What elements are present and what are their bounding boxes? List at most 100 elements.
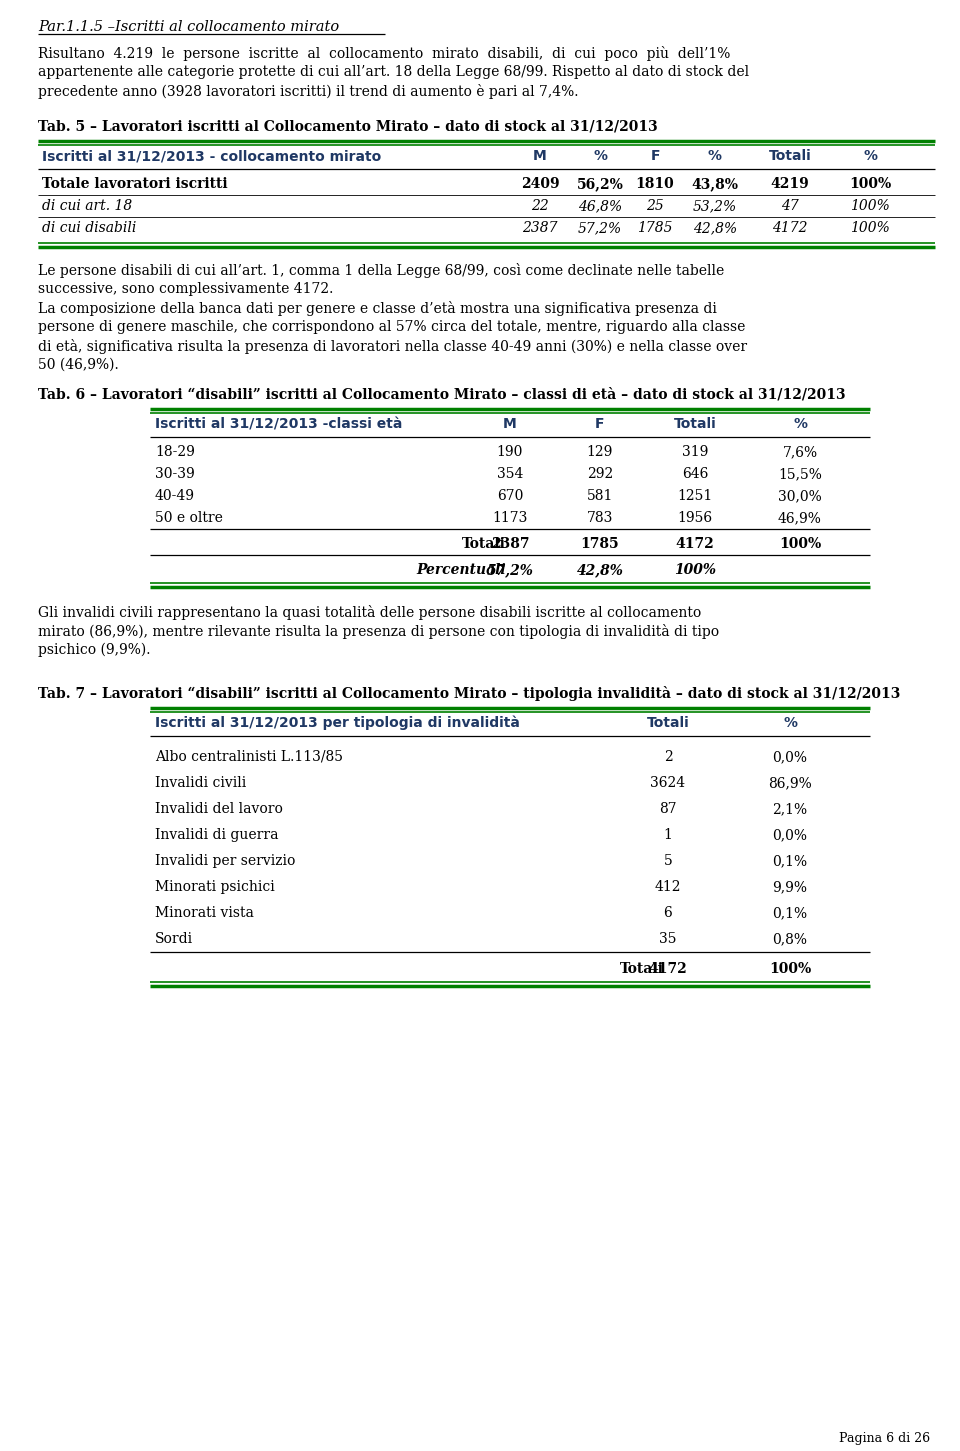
Text: Totali: Totali: [462, 537, 506, 551]
Text: 0,8%: 0,8%: [773, 932, 807, 946]
Text: 46,9%: 46,9%: [778, 511, 822, 525]
Text: Risultano  4.219  le  persone  iscritte  al  collocamento  mirato  disabili,  di: Risultano 4.219 le persone iscritte al c…: [38, 46, 731, 61]
Text: 129: 129: [587, 445, 613, 459]
Text: 42,8%: 42,8%: [693, 221, 737, 235]
Text: 0,1%: 0,1%: [773, 855, 807, 868]
Text: Invalidi di guerra: Invalidi di guerra: [155, 829, 278, 842]
Text: M: M: [533, 149, 547, 163]
Text: 7,6%: 7,6%: [782, 445, 818, 459]
Text: 100%: 100%: [769, 962, 811, 977]
Text: Tab. 5 – Lavoratori iscritti al Collocamento Mirato – dato di stock al 31/12/201: Tab. 5 – Lavoratori iscritti al Collocam…: [38, 119, 658, 133]
Text: 2,1%: 2,1%: [773, 802, 807, 815]
Text: Iscritti al 31/12/2013 - collocamento mirato: Iscritti al 31/12/2013 - collocamento mi…: [42, 149, 381, 163]
Text: 3624: 3624: [651, 776, 685, 789]
Text: Totale lavoratori iscritti: Totale lavoratori iscritti: [42, 177, 228, 192]
Text: 1: 1: [663, 829, 672, 842]
Text: di età, significativa risulta la presenza di lavoratori nella classe 40-49 anni : di età, significativa risulta la presenz…: [38, 340, 747, 354]
Text: 0,1%: 0,1%: [773, 905, 807, 920]
Text: %: %: [793, 416, 807, 431]
Text: Totali: Totali: [620, 962, 664, 977]
Text: 30,0%: 30,0%: [779, 489, 822, 503]
Text: di cui art. 18: di cui art. 18: [42, 199, 132, 213]
Text: 50 e oltre: 50 e oltre: [155, 511, 223, 525]
Text: 100%: 100%: [849, 177, 891, 192]
Text: Minorati psichici: Minorati psichici: [155, 879, 275, 894]
Text: Percentuali: Percentuali: [417, 563, 506, 577]
Text: 1785: 1785: [581, 537, 619, 551]
Text: Tab. 7 – Lavoratori “disabili” iscritti al Collocamento Mirato – tipologia inval: Tab. 7 – Lavoratori “disabili” iscritti …: [38, 686, 900, 701]
Text: 87: 87: [660, 802, 677, 815]
Text: 354: 354: [497, 467, 523, 480]
Text: 2: 2: [663, 750, 672, 765]
Text: %: %: [783, 715, 797, 730]
Text: 18-29: 18-29: [155, 445, 195, 459]
Text: 22: 22: [531, 199, 549, 213]
Text: Totali: Totali: [769, 149, 811, 163]
Text: F: F: [595, 416, 605, 431]
Text: precedente anno (3928 lavoratori iscritti) il trend di aumento è pari al 7,4%.: precedente anno (3928 lavoratori iscritt…: [38, 84, 579, 99]
Text: Le persone disabili di cui all’art. 1, comma 1 della Legge 68/99, così come decl: Le persone disabili di cui all’art. 1, c…: [38, 263, 724, 279]
Text: Pagina 6 di 26: Pagina 6 di 26: [839, 1432, 930, 1445]
Text: 57,2%: 57,2%: [487, 563, 534, 577]
Text: 4219: 4219: [771, 177, 809, 192]
Text: Iscritti al 31/12/2013 -classi età: Iscritti al 31/12/2013 -classi età: [155, 416, 402, 431]
Text: 15,5%: 15,5%: [778, 467, 822, 480]
Text: 57,2%: 57,2%: [578, 221, 622, 235]
Text: 4172: 4172: [649, 962, 687, 977]
Text: 35: 35: [660, 932, 677, 946]
Text: Invalidi del lavoro: Invalidi del lavoro: [155, 802, 283, 815]
Text: 190: 190: [497, 445, 523, 459]
Text: 581: 581: [587, 489, 613, 503]
Text: %: %: [863, 149, 877, 163]
Text: Invalidi per servizio: Invalidi per servizio: [155, 855, 296, 868]
Text: 783: 783: [587, 511, 613, 525]
Text: successive, sono complessivamente 4172.: successive, sono complessivamente 4172.: [38, 281, 333, 296]
Text: mirato (86,9%), mentre rilevante risulta la presenza di persone con tipologia di: mirato (86,9%), mentre rilevante risulta…: [38, 624, 719, 638]
Text: 100%: 100%: [851, 199, 890, 213]
Text: 670: 670: [497, 489, 523, 503]
Text: 100%: 100%: [779, 537, 821, 551]
Text: 2387: 2387: [522, 221, 558, 235]
Text: 9,9%: 9,9%: [773, 879, 807, 894]
Text: 0,0%: 0,0%: [773, 829, 807, 842]
Text: 646: 646: [682, 467, 708, 480]
Text: Tab. 6 – Lavoratori “disabili” iscritti al Collocamento Mirato – classi di età –: Tab. 6 – Lavoratori “disabili” iscritti …: [38, 387, 846, 400]
Text: Par.1.1.5 –Iscritti al collocamento mirato: Par.1.1.5 –Iscritti al collocamento mira…: [38, 20, 339, 33]
Text: 1785: 1785: [637, 221, 673, 235]
Text: Totali: Totali: [647, 715, 689, 730]
Text: 4172: 4172: [676, 537, 714, 551]
Text: Albo centralinisti L.113/85: Albo centralinisti L.113/85: [155, 750, 343, 765]
Text: 1810: 1810: [636, 177, 674, 192]
Text: 1251: 1251: [678, 489, 712, 503]
Text: 86,9%: 86,9%: [768, 776, 812, 789]
Text: di cui disabili: di cui disabili: [42, 221, 136, 235]
Text: La composizione della banca dati per genere e classe d’età mostra una significat: La composizione della banca dati per gen…: [38, 300, 717, 316]
Text: 6: 6: [663, 905, 672, 920]
Text: M: M: [503, 416, 516, 431]
Text: 43,8%: 43,8%: [691, 177, 738, 192]
Text: psichico (9,9%).: psichico (9,9%).: [38, 643, 151, 657]
Text: persone di genere maschile, che corrispondono al 57% circa del totale, mentre, r: persone di genere maschile, che corrispo…: [38, 321, 745, 334]
Text: Gli invalidi civili rappresentano la quasi totalità delle persone disabili iscri: Gli invalidi civili rappresentano la qua…: [38, 605, 701, 620]
Text: 4172: 4172: [772, 221, 807, 235]
Text: 1956: 1956: [678, 511, 712, 525]
Text: 56,2%: 56,2%: [577, 177, 623, 192]
Text: 42,8%: 42,8%: [577, 563, 623, 577]
Text: Sordi: Sordi: [155, 932, 193, 946]
Text: F: F: [650, 149, 660, 163]
Text: 47: 47: [781, 199, 799, 213]
Text: appartenente alle categorie protette di cui all’art. 18 della Legge 68/99. Rispe: appartenente alle categorie protette di …: [38, 65, 749, 78]
Text: 319: 319: [682, 445, 708, 459]
Text: 50 (46,9%).: 50 (46,9%).: [38, 358, 119, 371]
Text: 46,8%: 46,8%: [578, 199, 622, 213]
Text: 100%: 100%: [674, 563, 716, 577]
Text: Totali: Totali: [674, 416, 716, 431]
Text: 2387: 2387: [491, 537, 529, 551]
Text: 40-49: 40-49: [155, 489, 195, 503]
Text: Invalidi civili: Invalidi civili: [155, 776, 247, 789]
Text: %: %: [593, 149, 607, 163]
Text: 412: 412: [655, 879, 682, 894]
Text: 2409: 2409: [520, 177, 560, 192]
Text: %: %: [708, 149, 722, 163]
Text: 0,0%: 0,0%: [773, 750, 807, 765]
